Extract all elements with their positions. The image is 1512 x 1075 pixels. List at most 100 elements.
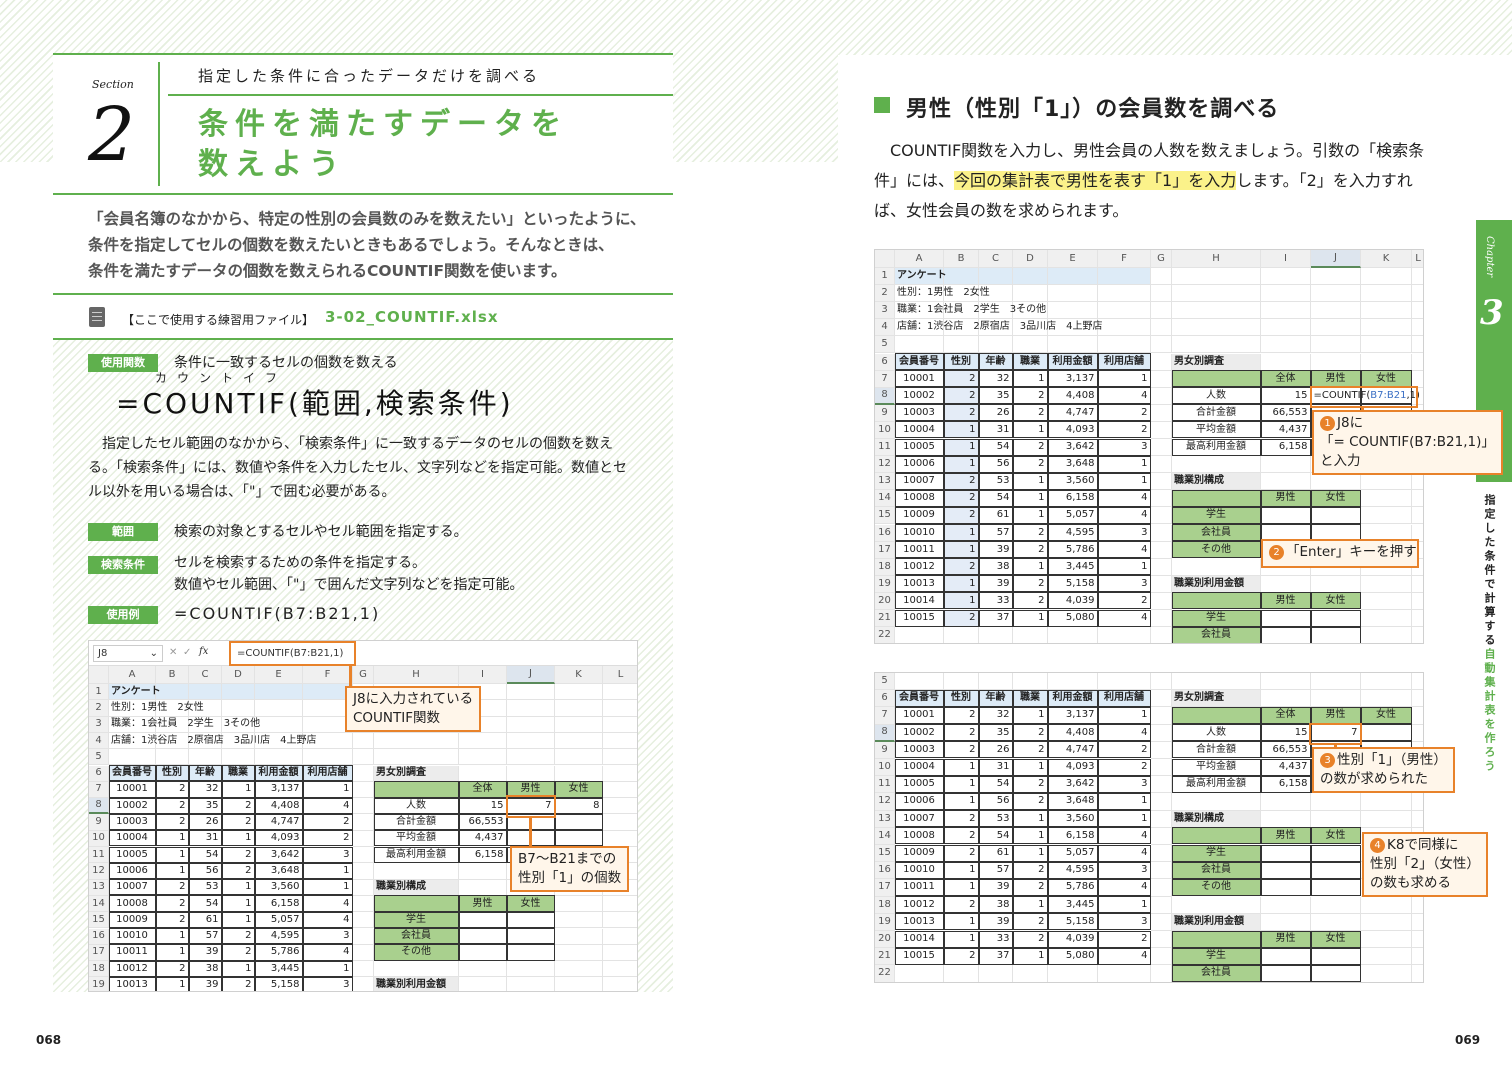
cell[interactable]: 2 — [1012, 404, 1048, 422]
cell[interactable]: 32 — [978, 370, 1013, 388]
cell[interactable] — [303, 732, 353, 750]
cell[interactable]: 3,648 — [1047, 455, 1098, 473]
cell[interactable]: 全体 — [1260, 706, 1311, 725]
cell[interactable] — [1151, 931, 1172, 949]
cell[interactable] — [555, 944, 603, 962]
cell[interactable]: 6,158 — [254, 895, 303, 912]
cell[interactable] — [1151, 421, 1172, 439]
cell[interactable]: 3,137 — [1047, 370, 1098, 388]
cell[interactable] — [1361, 336, 1412, 354]
cell[interactable]: 39 — [188, 976, 222, 991]
cell[interactable]: 10002 — [894, 387, 944, 405]
select-all-corner[interactable] — [89, 666, 109, 684]
cell[interactable]: アンケート — [895, 268, 947, 286]
cell[interactable]: 10005 — [894, 775, 944, 793]
row-header[interactable]: 11 — [875, 439, 895, 457]
row-header[interactable]: 16 — [875, 524, 895, 542]
cell[interactable]: 10003 — [894, 741, 944, 759]
cell[interactable] — [189, 732, 222, 750]
cell[interactable]: 4 — [302, 911, 353, 928]
cell[interactable] — [1151, 673, 1172, 691]
column-header-h[interactable]: H — [374, 666, 459, 684]
cell[interactable]: 人数 — [373, 797, 459, 814]
cell[interactable] — [1098, 673, 1151, 691]
cell[interactable] — [1171, 930, 1261, 948]
cell[interactable] — [603, 700, 637, 717]
row-header[interactable]: 19 — [89, 977, 109, 991]
cell[interactable] — [1151, 627, 1172, 643]
cell[interactable]: 職業 — [1012, 689, 1048, 707]
cell[interactable]: 1 — [1097, 472, 1151, 490]
row-header[interactable]: 15 — [875, 507, 895, 525]
cell[interactable]: 男女別調査 — [1172, 353, 1261, 371]
cell[interactable]: 会員番号 — [894, 353, 944, 371]
row-header[interactable]: 7 — [89, 781, 109, 799]
row-header[interactable]: 1 — [875, 268, 895, 286]
cell[interactable] — [459, 765, 507, 782]
cell[interactable]: 2 — [1097, 741, 1151, 759]
cell[interactable] — [1311, 793, 1361, 811]
cell[interactable]: 3 — [1097, 861, 1151, 879]
row-header[interactable]: 12 — [875, 456, 895, 474]
cell[interactable]: 10013 — [108, 976, 156, 991]
row-header[interactable]: 17 — [89, 944, 109, 962]
cell[interactable]: 10015 — [894, 947, 944, 965]
cell[interactable]: 4,437 — [1260, 758, 1311, 776]
cell[interactable]: 1 — [1012, 896, 1048, 914]
cell[interactable]: 3,560 — [1047, 472, 1098, 490]
cell[interactable]: 利用金額 — [254, 765, 303, 782]
cell[interactable] — [1098, 336, 1151, 354]
cell[interactable]: 4,747 — [254, 813, 303, 831]
cell[interactable] — [979, 627, 1013, 643]
cell[interactable] — [1048, 627, 1098, 643]
cell[interactable] — [555, 684, 603, 701]
row-header[interactable]: 4 — [875, 319, 895, 337]
cell[interactable]: その他 — [1171, 541, 1261, 559]
cell[interactable]: 39 — [978, 878, 1013, 897]
row-header[interactable]: 6 — [89, 765, 109, 782]
cell[interactable]: 1 — [943, 575, 979, 593]
cell[interactable]: 全体 — [458, 781, 507, 798]
cell[interactable]: 性別：1男性 2女性 — [895, 285, 990, 303]
cell[interactable] — [555, 732, 603, 750]
cell[interactable] — [1361, 810, 1412, 828]
cell[interactable] — [554, 830, 603, 847]
cell[interactable] — [1151, 948, 1172, 966]
cell[interactable]: 3,137 — [1047, 706, 1098, 725]
cell[interactable]: 3 — [302, 928, 353, 945]
cell[interactable]: 4 — [1097, 609, 1151, 627]
cell[interactable]: 2 — [221, 797, 255, 814]
cell[interactable]: 平均金額 — [1171, 758, 1261, 776]
cell[interactable]: 35 — [188, 797, 222, 814]
cell[interactable] — [459, 700, 507, 717]
cell[interactable] — [1151, 592, 1172, 610]
row-header[interactable]: 20 — [875, 592, 895, 610]
cell[interactable] — [353, 879, 374, 896]
column-header-b[interactable]: B — [944, 250, 979, 268]
cell[interactable]: 8 — [554, 797, 603, 814]
cell[interactable]: 1 — [1012, 558, 1048, 576]
cell[interactable] — [555, 716, 603, 733]
cell[interactable] — [1048, 673, 1098, 691]
cell[interactable]: 10001 — [894, 370, 944, 388]
row-header[interactable]: 22 — [875, 627, 895, 643]
cell[interactable] — [1172, 558, 1261, 576]
cell[interactable] — [1172, 336, 1261, 354]
cell[interactable]: 3,642 — [1047, 775, 1098, 793]
cell[interactable]: 57 — [978, 861, 1013, 879]
cell[interactable] — [1261, 690, 1311, 708]
cell[interactable]: 10002 — [108, 797, 156, 814]
cell[interactable]: 女性 — [1360, 706, 1412, 725]
cell[interactable]: 10006 — [894, 455, 944, 473]
cell[interactable] — [1151, 268, 1172, 286]
cell[interactable]: 4,747 — [1047, 741, 1098, 759]
cell[interactable]: 10001 — [108, 781, 156, 798]
column-header-k[interactable]: K — [555, 666, 603, 684]
cell[interactable] — [353, 830, 374, 847]
cell[interactable]: 年齢 — [978, 353, 1013, 371]
cell[interactable]: 10013 — [894, 575, 944, 593]
column-header-j[interactable]: J — [1311, 250, 1361, 268]
cell[interactable] — [353, 814, 374, 831]
cell[interactable]: 3 — [1097, 775, 1151, 793]
cell[interactable]: 2 — [943, 741, 979, 759]
